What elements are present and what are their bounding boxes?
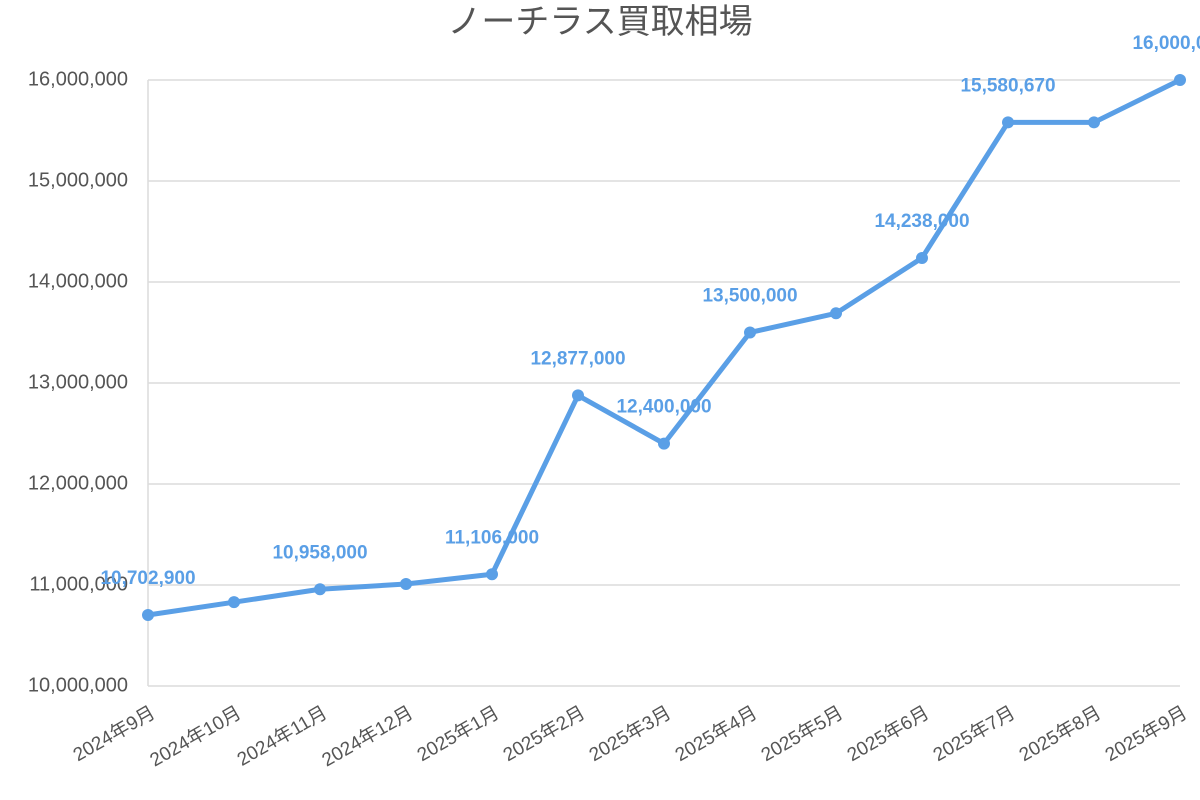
y-tick-label: 16,000,000 bbox=[28, 68, 128, 90]
y-tick-label: 12,000,000 bbox=[28, 472, 128, 494]
data-label: 12,877,000 bbox=[530, 348, 625, 369]
point bbox=[314, 583, 326, 596]
data-label: 10,958,000 bbox=[272, 542, 367, 563]
y-tick-label: 15,000,000 bbox=[28, 169, 128, 191]
x-tick-label: 2024年9月 bbox=[69, 702, 159, 766]
point bbox=[572, 389, 584, 402]
point bbox=[1088, 116, 1100, 129]
x-tick-label: 2025年7月 bbox=[929, 702, 1019, 766]
point bbox=[744, 326, 756, 339]
point bbox=[228, 596, 240, 609]
data-label: 15,580,670 bbox=[960, 75, 1055, 96]
chart-title: ノーチラス買取相場 bbox=[447, 3, 752, 41]
point bbox=[486, 568, 498, 581]
data-label: 11,106,000 bbox=[445, 527, 539, 548]
point bbox=[142, 609, 154, 622]
line bbox=[147, 77, 1182, 618]
data-label: 10,702,900 bbox=[100, 568, 195, 589]
point bbox=[830, 307, 842, 320]
x-tick-label: 2024年11月 bbox=[233, 702, 331, 771]
y-tick-label: 14,000,000 bbox=[28, 270, 128, 292]
x-tick-label: 2025年4月 bbox=[671, 702, 761, 766]
x-tick-label: 2025年2月 bbox=[499, 702, 589, 766]
data-label: 13,500,000 bbox=[702, 286, 797, 307]
y-tick-label: 10,000,000 bbox=[28, 674, 128, 696]
point bbox=[658, 437, 670, 450]
x-tick-label: 2025年3月 bbox=[585, 702, 675, 766]
data-label: 14,238,000 bbox=[874, 211, 969, 232]
x-tick-label: 2025年9月 bbox=[1101, 702, 1191, 766]
point bbox=[1174, 74, 1186, 86]
x-tick-label: 2025年8月 bbox=[1015, 702, 1105, 766]
data-label: 12,400,000 bbox=[616, 397, 711, 418]
point bbox=[1002, 116, 1014, 129]
x-tick-label: 2025年6月 bbox=[843, 702, 933, 766]
x-tick-label: 2025年5月 bbox=[757, 702, 847, 766]
x-tick-label: 2024年10月 bbox=[146, 702, 245, 772]
y-tick-label: 11,000,000 bbox=[29, 573, 128, 595]
x-tick-label: 2025年1月 bbox=[413, 702, 503, 766]
data-label: 16,000,000 bbox=[1132, 33, 1200, 54]
point bbox=[916, 251, 928, 264]
y-tick-label: 13,000,000 bbox=[28, 371, 128, 393]
x-tick-label: 2024年12月 bbox=[318, 702, 417, 772]
point bbox=[400, 577, 412, 590]
